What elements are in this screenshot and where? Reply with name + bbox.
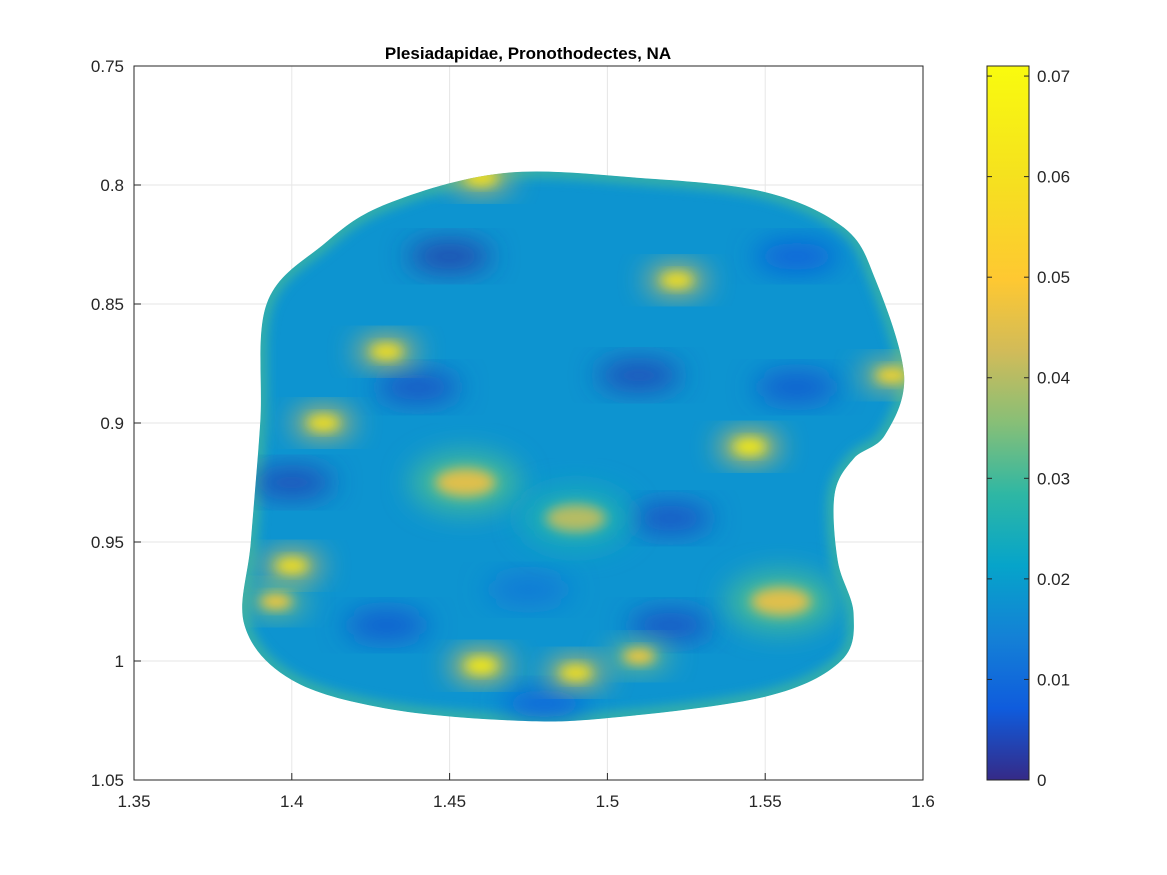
- colorbar-tick-label: 0.07: [1037, 67, 1070, 86]
- surface-hotspot: [750, 587, 811, 616]
- surface-lowspot: [407, 242, 492, 271]
- surface-lowspot: [502, 689, 587, 718]
- surface-hotspot: [435, 468, 496, 497]
- surface-hotspot: [465, 658, 498, 673]
- x-tick-label: 1.4: [280, 792, 304, 811]
- heatmap-surface: [242, 171, 905, 722]
- axis-ticks: 1.35 1.4 1.45 1.5 1.55 1.6 0.75 0.8 0.85 0.9 0.95 1…: [91, 57, 935, 811]
- colorbar-tick-label: 0.03: [1037, 469, 1070, 488]
- y-tick-label: 0.95: [91, 533, 124, 552]
- surface-lowspot: [344, 611, 429, 640]
- colorbar-tick-label: 0.02: [1037, 570, 1070, 589]
- y-tick-label: 1.05: [91, 771, 124, 790]
- colorbar-tick-label: 0.04: [1037, 369, 1070, 388]
- surface-lowspot: [249, 468, 334, 497]
- surface-lowspot: [376, 373, 461, 402]
- surface-hotspot: [660, 273, 693, 288]
- surface-lowspot: [754, 242, 839, 271]
- colorbar-tick-label: 0.06: [1037, 168, 1070, 187]
- colorbar-tick-label: 0.05: [1037, 268, 1070, 287]
- x-tick-label: 1.35: [117, 792, 150, 811]
- y-tick-label: 1: [115, 652, 124, 671]
- x-tick-label: 1.6: [911, 792, 935, 811]
- x-tick-label: 1.55: [749, 792, 782, 811]
- colorbar-tick-label: 0: [1037, 771, 1046, 790]
- colorbar-tick-label: 0.01: [1037, 670, 1070, 689]
- surface-lowspot: [628, 611, 713, 640]
- x-tick-label: 1.45: [433, 792, 466, 811]
- surface-hotspot: [370, 344, 403, 359]
- surface-lowspot: [628, 504, 713, 533]
- y-tick-label: 0.9: [100, 414, 124, 433]
- y-tick-label: 0.8: [100, 176, 124, 195]
- colorbar: [986, 65, 1030, 781]
- surface-hotspot: [307, 416, 340, 430]
- chart-title: Plesiadapidae, Pronothodectes, NA: [385, 44, 671, 63]
- x-tick-label: 1.5: [596, 792, 620, 811]
- surface-lowspot: [486, 575, 571, 604]
- y-tick-label: 0.85: [91, 295, 124, 314]
- colorbar-ticks: 0 0.01 0.02 0.03 0.04 0.05 0.06 0.07: [987, 67, 1070, 790]
- surface-hotspot: [559, 665, 592, 680]
- surface-hotspot: [622, 649, 655, 664]
- surface-rim: [242, 171, 905, 722]
- surface-hotspot: [275, 558, 308, 573]
- y-tick-label: 0.75: [91, 57, 124, 76]
- surface-hotspot: [260, 594, 293, 609]
- surface-lowspot: [596, 361, 681, 390]
- surface-hotspot: [875, 368, 905, 383]
- surface-lowspot: [754, 373, 839, 402]
- surface-hotspot: [733, 439, 766, 454]
- surface-hotspot: [545, 504, 606, 533]
